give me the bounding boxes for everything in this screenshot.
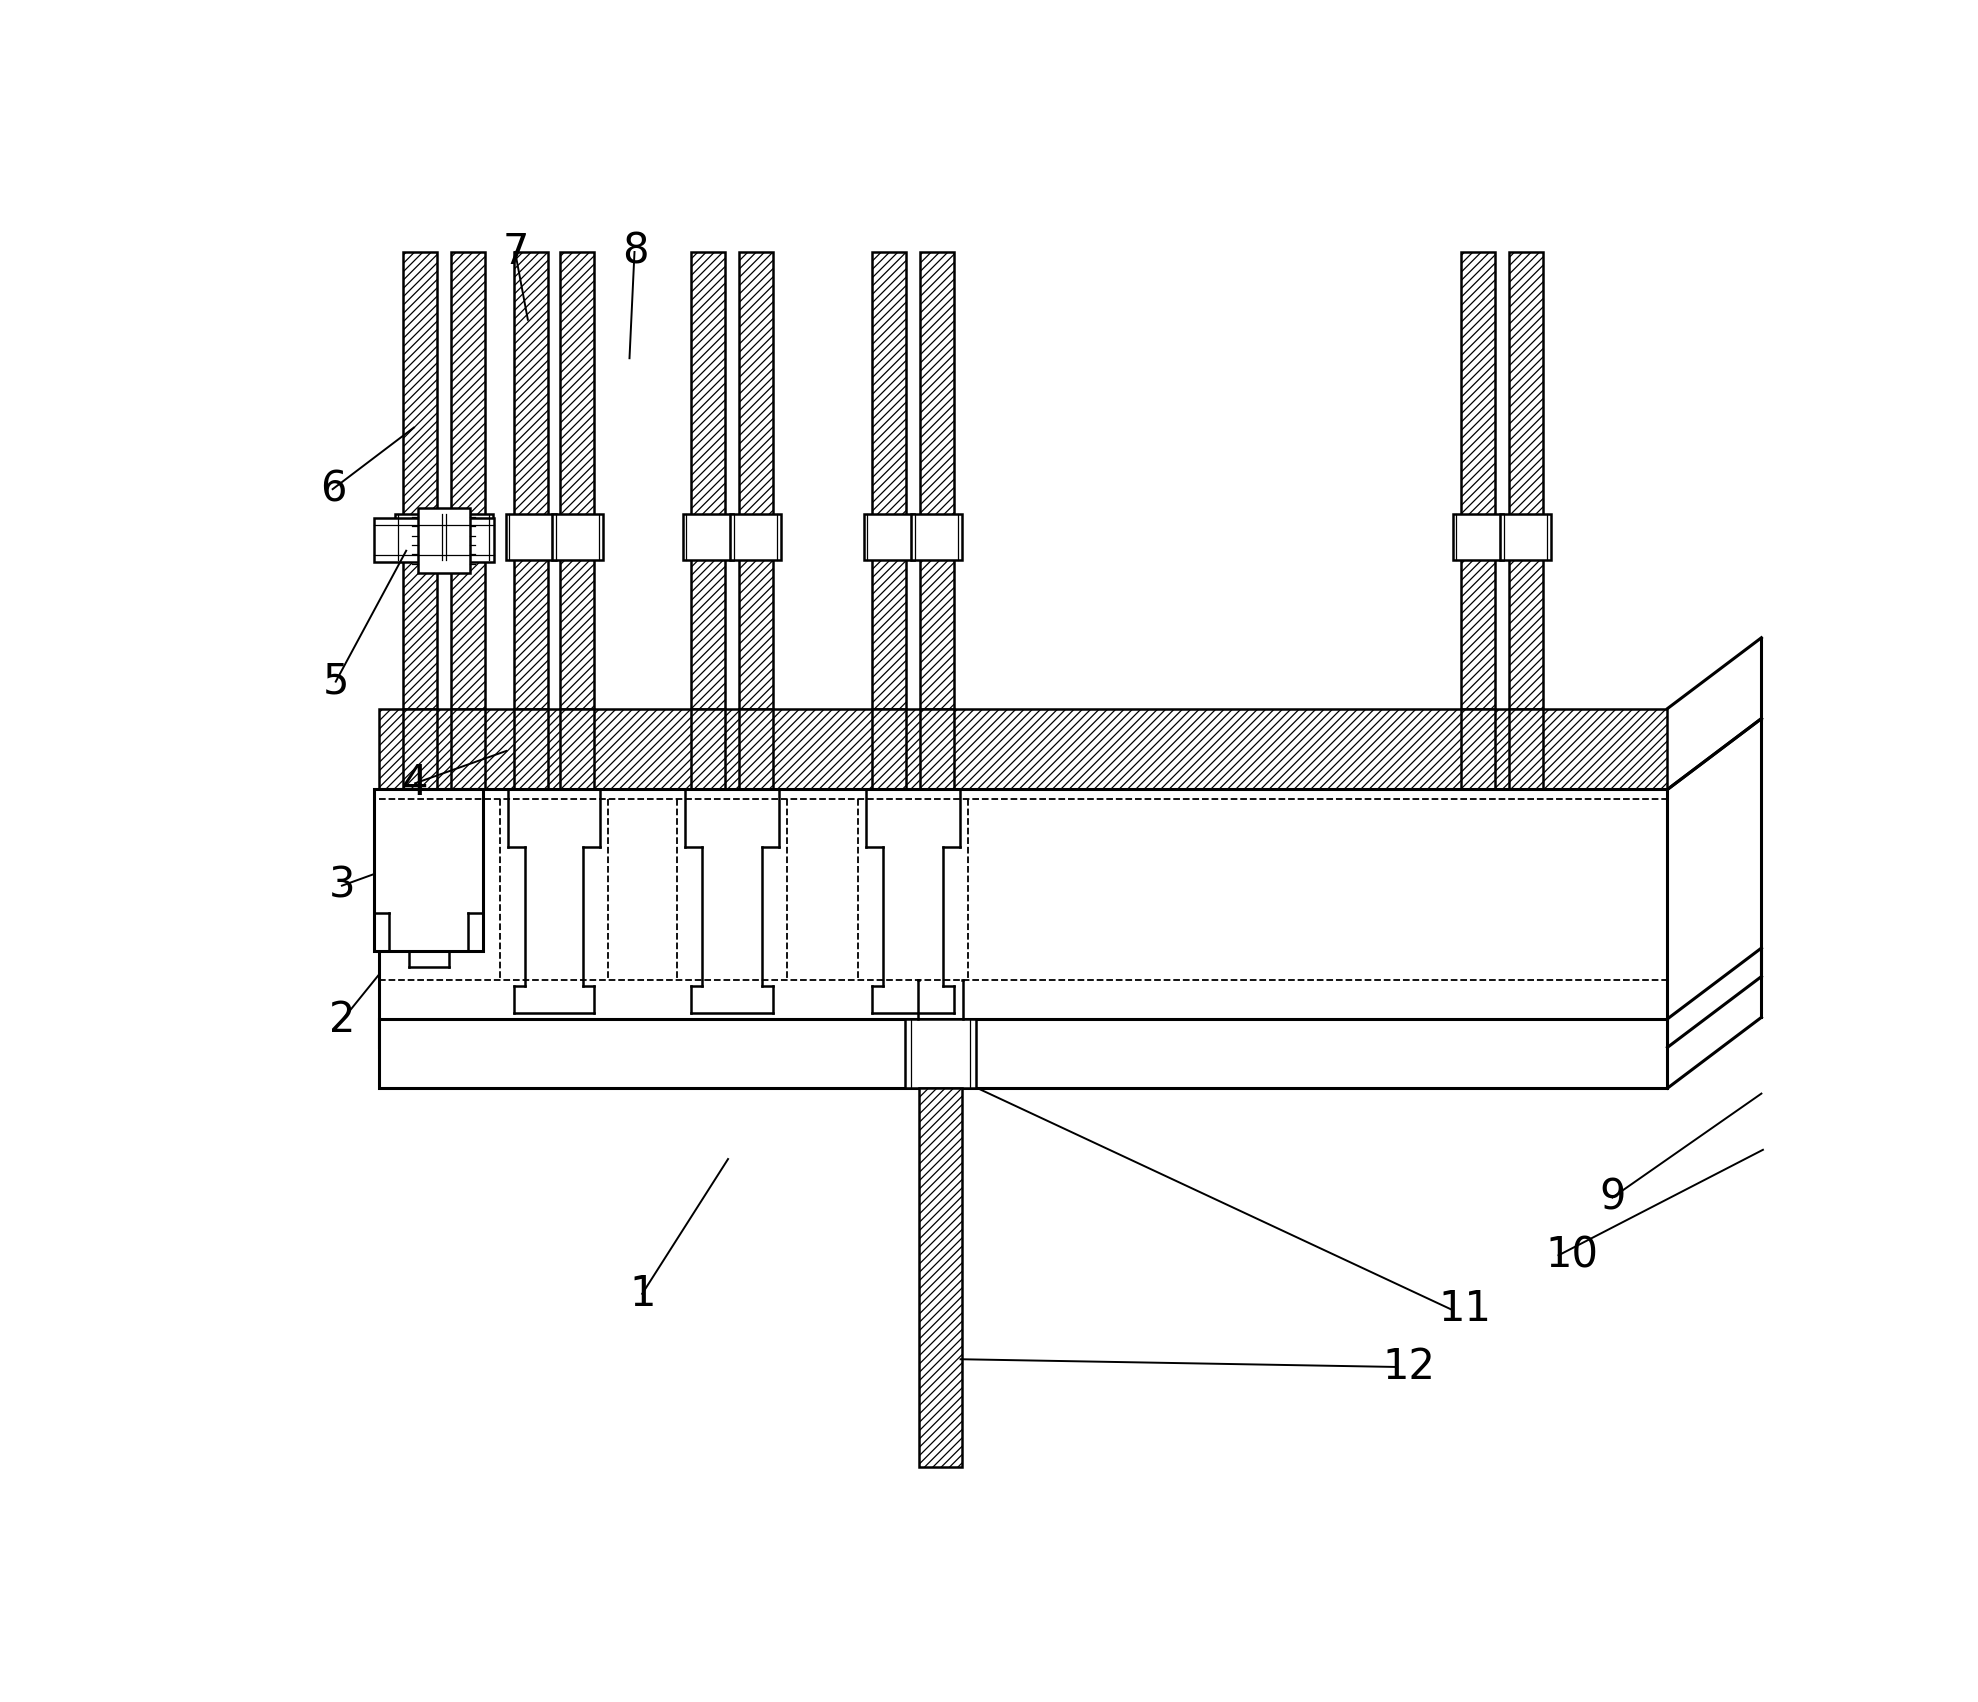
Bar xyxy=(740,252,773,790)
Bar xyxy=(690,252,726,790)
Text: 6: 6 xyxy=(320,468,346,511)
Bar xyxy=(1509,708,1543,790)
Bar xyxy=(1462,252,1495,790)
Text: 11: 11 xyxy=(1438,1288,1491,1331)
Bar xyxy=(730,514,781,560)
Bar xyxy=(404,252,437,790)
Bar xyxy=(1462,708,1495,790)
Bar xyxy=(396,514,445,560)
Bar xyxy=(1501,514,1551,560)
Bar xyxy=(920,1088,961,1467)
Text: 7: 7 xyxy=(502,231,528,272)
Text: 5: 5 xyxy=(322,660,350,703)
Bar xyxy=(380,708,1667,790)
Bar xyxy=(1509,252,1543,790)
Bar xyxy=(560,252,593,790)
Bar xyxy=(451,708,485,790)
Text: 1: 1 xyxy=(629,1273,657,1314)
Bar xyxy=(404,708,437,790)
Bar xyxy=(690,708,726,790)
Text: 3: 3 xyxy=(328,865,356,907)
Bar xyxy=(451,252,485,790)
Bar xyxy=(1452,514,1503,560)
Text: 8: 8 xyxy=(621,231,649,272)
Bar xyxy=(514,708,548,790)
Text: 9: 9 xyxy=(1600,1176,1626,1219)
Bar xyxy=(740,708,773,790)
Bar xyxy=(506,514,556,560)
Text: 4: 4 xyxy=(402,762,429,805)
Bar xyxy=(864,514,914,560)
Bar xyxy=(872,708,906,790)
Bar xyxy=(443,514,493,560)
Bar xyxy=(682,514,734,560)
Bar xyxy=(380,790,1667,1047)
Bar xyxy=(920,252,953,790)
Bar xyxy=(552,514,603,560)
Bar xyxy=(912,514,961,560)
Bar xyxy=(374,790,483,951)
Bar xyxy=(872,252,906,790)
Text: 2: 2 xyxy=(328,999,356,1042)
Bar xyxy=(374,519,494,562)
Bar xyxy=(920,708,953,790)
Bar xyxy=(380,1019,1667,1088)
Bar xyxy=(906,1019,975,1088)
Text: 12: 12 xyxy=(1383,1346,1436,1387)
Text: 10: 10 xyxy=(1545,1234,1598,1276)
Bar xyxy=(417,507,471,572)
Bar xyxy=(560,708,593,790)
Bar xyxy=(514,252,548,790)
